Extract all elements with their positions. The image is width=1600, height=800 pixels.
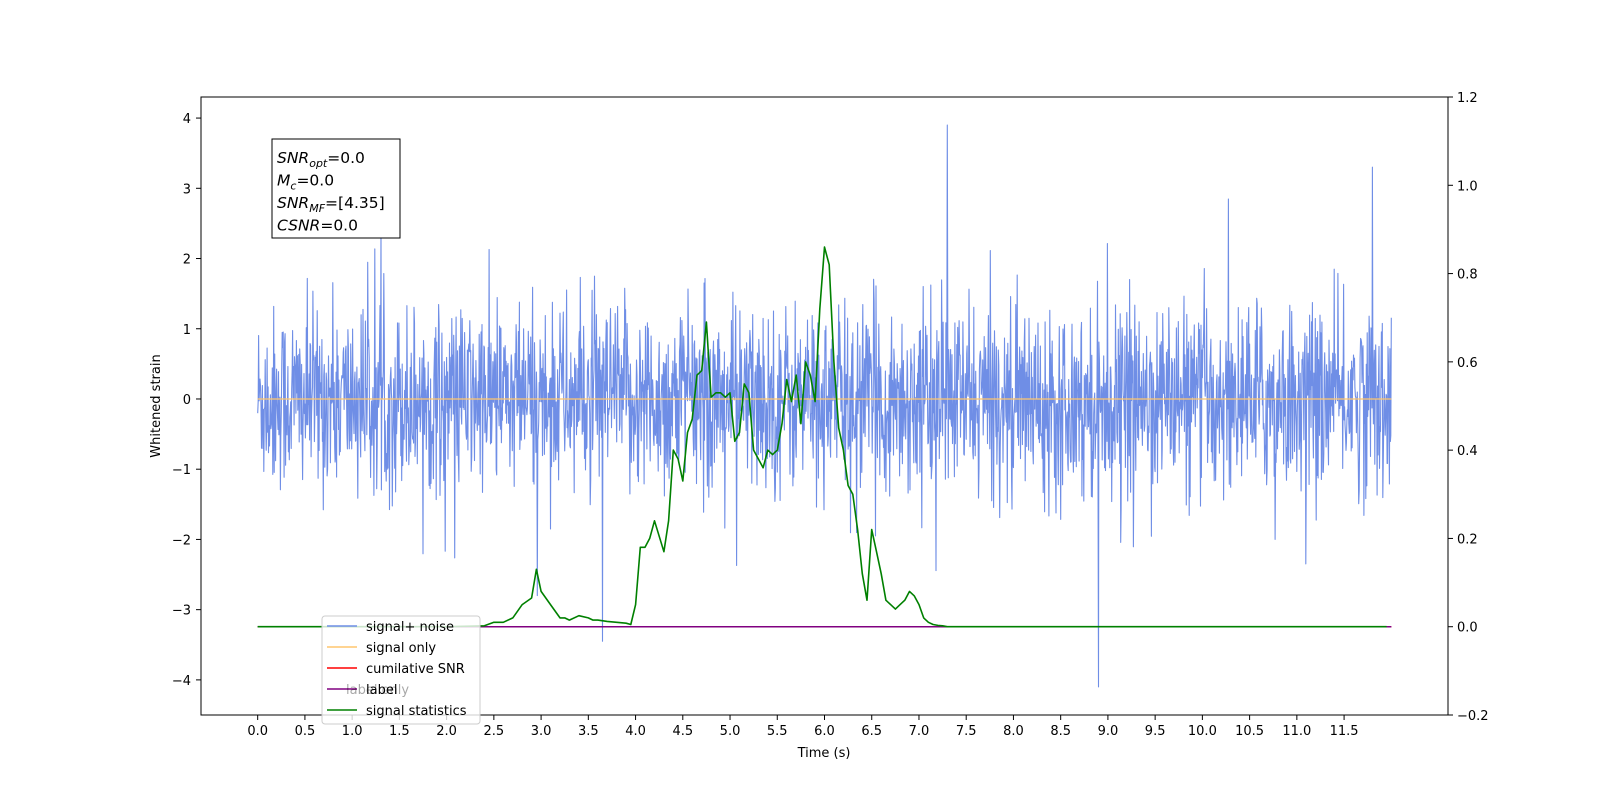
info-line: CSNR=0.0 — [277, 217, 358, 235]
y-left-tick-label: 0 — [183, 393, 191, 408]
info-line: SNRopt=0.0 — [277, 149, 365, 170]
x-tick-label: 7.5 — [956, 724, 977, 739]
info-value: =0.0 — [327, 149, 365, 167]
x-tick-label: 7.0 — [909, 724, 930, 739]
y-left-tick-label: −2 — [172, 533, 191, 548]
legend: signal+ noise signal only cumilative SNR la… — [321, 615, 481, 725]
y-right-tick-label: 0.8 — [1457, 268, 1478, 283]
x-tick-label: 2.5 — [484, 724, 505, 739]
x-tick-label: 8.0 — [1003, 724, 1024, 739]
y-right-tick-label: 0.2 — [1457, 532, 1478, 547]
x-tick-label: 11.5 — [1330, 724, 1359, 739]
x-tick-label: 9.5 — [1145, 724, 1166, 739]
x-tick-label: 11.0 — [1282, 724, 1311, 739]
x-tick-label: 3.0 — [531, 724, 552, 739]
x-tick-label: 1.5 — [389, 724, 410, 739]
x-tick-label: 9.0 — [1098, 724, 1119, 739]
y-right-tick-label: 0.6 — [1457, 356, 1478, 371]
x-tick-label: 4.5 — [672, 724, 693, 739]
y-axis-right: 1.2 1.0 0.8 0.6 0.4 0.2 0.0 −0.2 — [1448, 91, 1489, 724]
x-tick-label: 0.0 — [247, 724, 268, 739]
x-axis-label: Time (s) — [797, 746, 851, 761]
y-right-tick-label: 0.4 — [1457, 444, 1478, 459]
info-value: =[4.35] — [325, 194, 385, 212]
y-left-tick-label: −4 — [172, 674, 191, 689]
y-left-tick-label: −3 — [172, 604, 191, 619]
info-box-frame — [271, 138, 401, 239]
legend-label: signal+ noise — [366, 620, 454, 635]
info-line: SNRMF=[4.35] — [277, 194, 385, 215]
info-line: Mc=0.0 — [277, 172, 334, 193]
info-symbol: SNR — [277, 149, 309, 167]
x-tick-label: 10.5 — [1235, 724, 1264, 739]
series-signal-noise — [257, 124, 1392, 688]
y-left-tick-label: 1 — [183, 323, 191, 338]
legend-label: signal statistics — [366, 704, 467, 719]
info-subscript: c — [290, 180, 296, 193]
series-signal-statistics — [257, 246, 1387, 628]
legend-frame — [321, 615, 481, 725]
info-value: =0.0 — [320, 217, 358, 235]
y-axis-label: Whitened strain — [149, 354, 164, 457]
x-tick-label: 0.5 — [295, 724, 316, 739]
info-symbol: SNR — [277, 194, 309, 212]
x-tick-label: 4.0 — [625, 724, 646, 739]
x-axis: 0.0 0.5 1.0 1.5 2.0 2.5 3.0 3.5 4.0 4.5 5.0 5.5 6.0 6… — [247, 715, 1359, 739]
info-symbol: M — [277, 172, 290, 190]
y-left-tick-label: 2 — [183, 253, 191, 268]
info-subscript: opt — [309, 157, 328, 170]
y-right-tick-label: 1.0 — [1457, 179, 1478, 194]
x-tick-label: 3.5 — [578, 724, 599, 739]
y-left-tick-label: 4 — [183, 112, 191, 127]
y-right-tick-label: 0.0 — [1457, 621, 1478, 636]
info-symbol: CSNR — [277, 217, 320, 235]
legend-label-ghost: label only — [346, 683, 409, 698]
x-tick-label: 6.0 — [814, 724, 835, 739]
legend-label: signal only — [366, 641, 436, 656]
x-tick-label: 5.0 — [720, 724, 741, 739]
x-tick-label: 2.0 — [436, 724, 457, 739]
legend-label: cumilative SNR — [366, 662, 465, 677]
x-tick-label: 8.5 — [1050, 724, 1071, 739]
y-axis-left: 4 3 2 1 0 −1 −2 −3 −4 — [172, 112, 201, 689]
legend-label: label — [366, 683, 397, 698]
info-value: =0.0 — [296, 172, 334, 190]
y-left-tick-label: −1 — [172, 463, 191, 478]
info-subscript: MF — [309, 202, 325, 215]
x-tick-label: 5.5 — [767, 724, 788, 739]
y-left-tick-label: 3 — [183, 182, 191, 197]
x-tick-label: 1.0 — [342, 724, 363, 739]
x-tick-label: 6.5 — [861, 724, 882, 739]
x-tick-label: 10.0 — [1188, 724, 1217, 739]
y-right-tick-label: −0.2 — [1457, 709, 1489, 724]
y-right-tick-label: 1.2 — [1457, 91, 1478, 106]
